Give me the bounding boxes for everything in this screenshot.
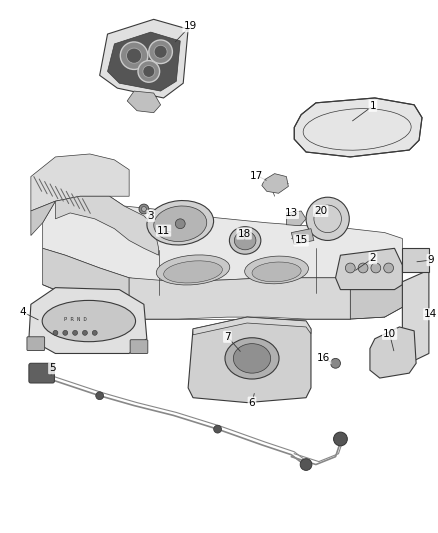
Text: 7: 7 — [224, 332, 231, 342]
Circle shape — [300, 458, 312, 471]
Text: 6: 6 — [249, 398, 255, 408]
Polygon shape — [291, 229, 314, 245]
Text: 1: 1 — [370, 101, 376, 111]
Text: 15: 15 — [294, 236, 308, 246]
FancyBboxPatch shape — [29, 364, 54, 383]
Circle shape — [96, 392, 104, 400]
Polygon shape — [31, 154, 129, 211]
Polygon shape — [370, 327, 416, 378]
Text: 9: 9 — [427, 255, 434, 265]
Polygon shape — [42, 248, 129, 319]
Circle shape — [73, 330, 78, 335]
Polygon shape — [286, 211, 306, 225]
Text: 18: 18 — [237, 229, 251, 239]
Circle shape — [149, 40, 173, 63]
Circle shape — [139, 204, 149, 214]
Text: 3: 3 — [148, 211, 154, 221]
Polygon shape — [100, 19, 188, 98]
Ellipse shape — [252, 262, 301, 282]
Polygon shape — [56, 196, 159, 255]
Circle shape — [120, 42, 148, 69]
Circle shape — [175, 219, 185, 229]
Polygon shape — [127, 91, 161, 112]
Text: 17: 17 — [250, 171, 264, 181]
Circle shape — [154, 45, 167, 58]
Circle shape — [63, 330, 68, 335]
Circle shape — [334, 432, 347, 446]
Polygon shape — [336, 248, 403, 289]
Ellipse shape — [245, 256, 308, 284]
Circle shape — [138, 61, 159, 82]
Circle shape — [127, 48, 141, 63]
Circle shape — [306, 197, 349, 240]
Polygon shape — [403, 248, 429, 272]
Circle shape — [346, 263, 355, 273]
Circle shape — [384, 263, 393, 273]
Circle shape — [141, 207, 146, 212]
Polygon shape — [129, 278, 350, 319]
Ellipse shape — [42, 301, 135, 342]
Text: 5: 5 — [49, 363, 56, 373]
Polygon shape — [188, 317, 311, 402]
Circle shape — [358, 263, 368, 273]
Circle shape — [371, 263, 381, 273]
Text: 20: 20 — [314, 206, 327, 216]
Ellipse shape — [233, 344, 271, 373]
Ellipse shape — [234, 231, 256, 250]
Circle shape — [331, 358, 340, 368]
Polygon shape — [350, 268, 403, 319]
Polygon shape — [31, 201, 56, 236]
FancyBboxPatch shape — [130, 340, 148, 353]
FancyBboxPatch shape — [27, 337, 45, 351]
Ellipse shape — [156, 255, 230, 285]
Circle shape — [214, 425, 222, 433]
Ellipse shape — [225, 338, 279, 379]
Polygon shape — [294, 98, 422, 157]
Polygon shape — [42, 196, 403, 282]
Circle shape — [92, 330, 97, 335]
Circle shape — [53, 330, 58, 335]
Text: 14: 14 — [424, 309, 438, 319]
Text: P R N D: P R N D — [64, 317, 86, 321]
Text: 16: 16 — [317, 353, 330, 364]
Polygon shape — [193, 317, 311, 335]
Polygon shape — [403, 270, 429, 366]
Text: 10: 10 — [383, 329, 396, 339]
Ellipse shape — [154, 206, 207, 241]
Polygon shape — [262, 174, 288, 193]
Text: 11: 11 — [157, 225, 170, 236]
Circle shape — [82, 330, 88, 335]
Text: 19: 19 — [184, 21, 197, 31]
Ellipse shape — [164, 261, 223, 283]
Text: 4: 4 — [20, 307, 26, 317]
Text: 2: 2 — [370, 253, 376, 263]
Text: 13: 13 — [285, 208, 298, 218]
Circle shape — [143, 66, 155, 77]
Ellipse shape — [147, 200, 214, 245]
Ellipse shape — [230, 227, 261, 254]
Polygon shape — [108, 32, 180, 91]
Polygon shape — [29, 288, 147, 353]
